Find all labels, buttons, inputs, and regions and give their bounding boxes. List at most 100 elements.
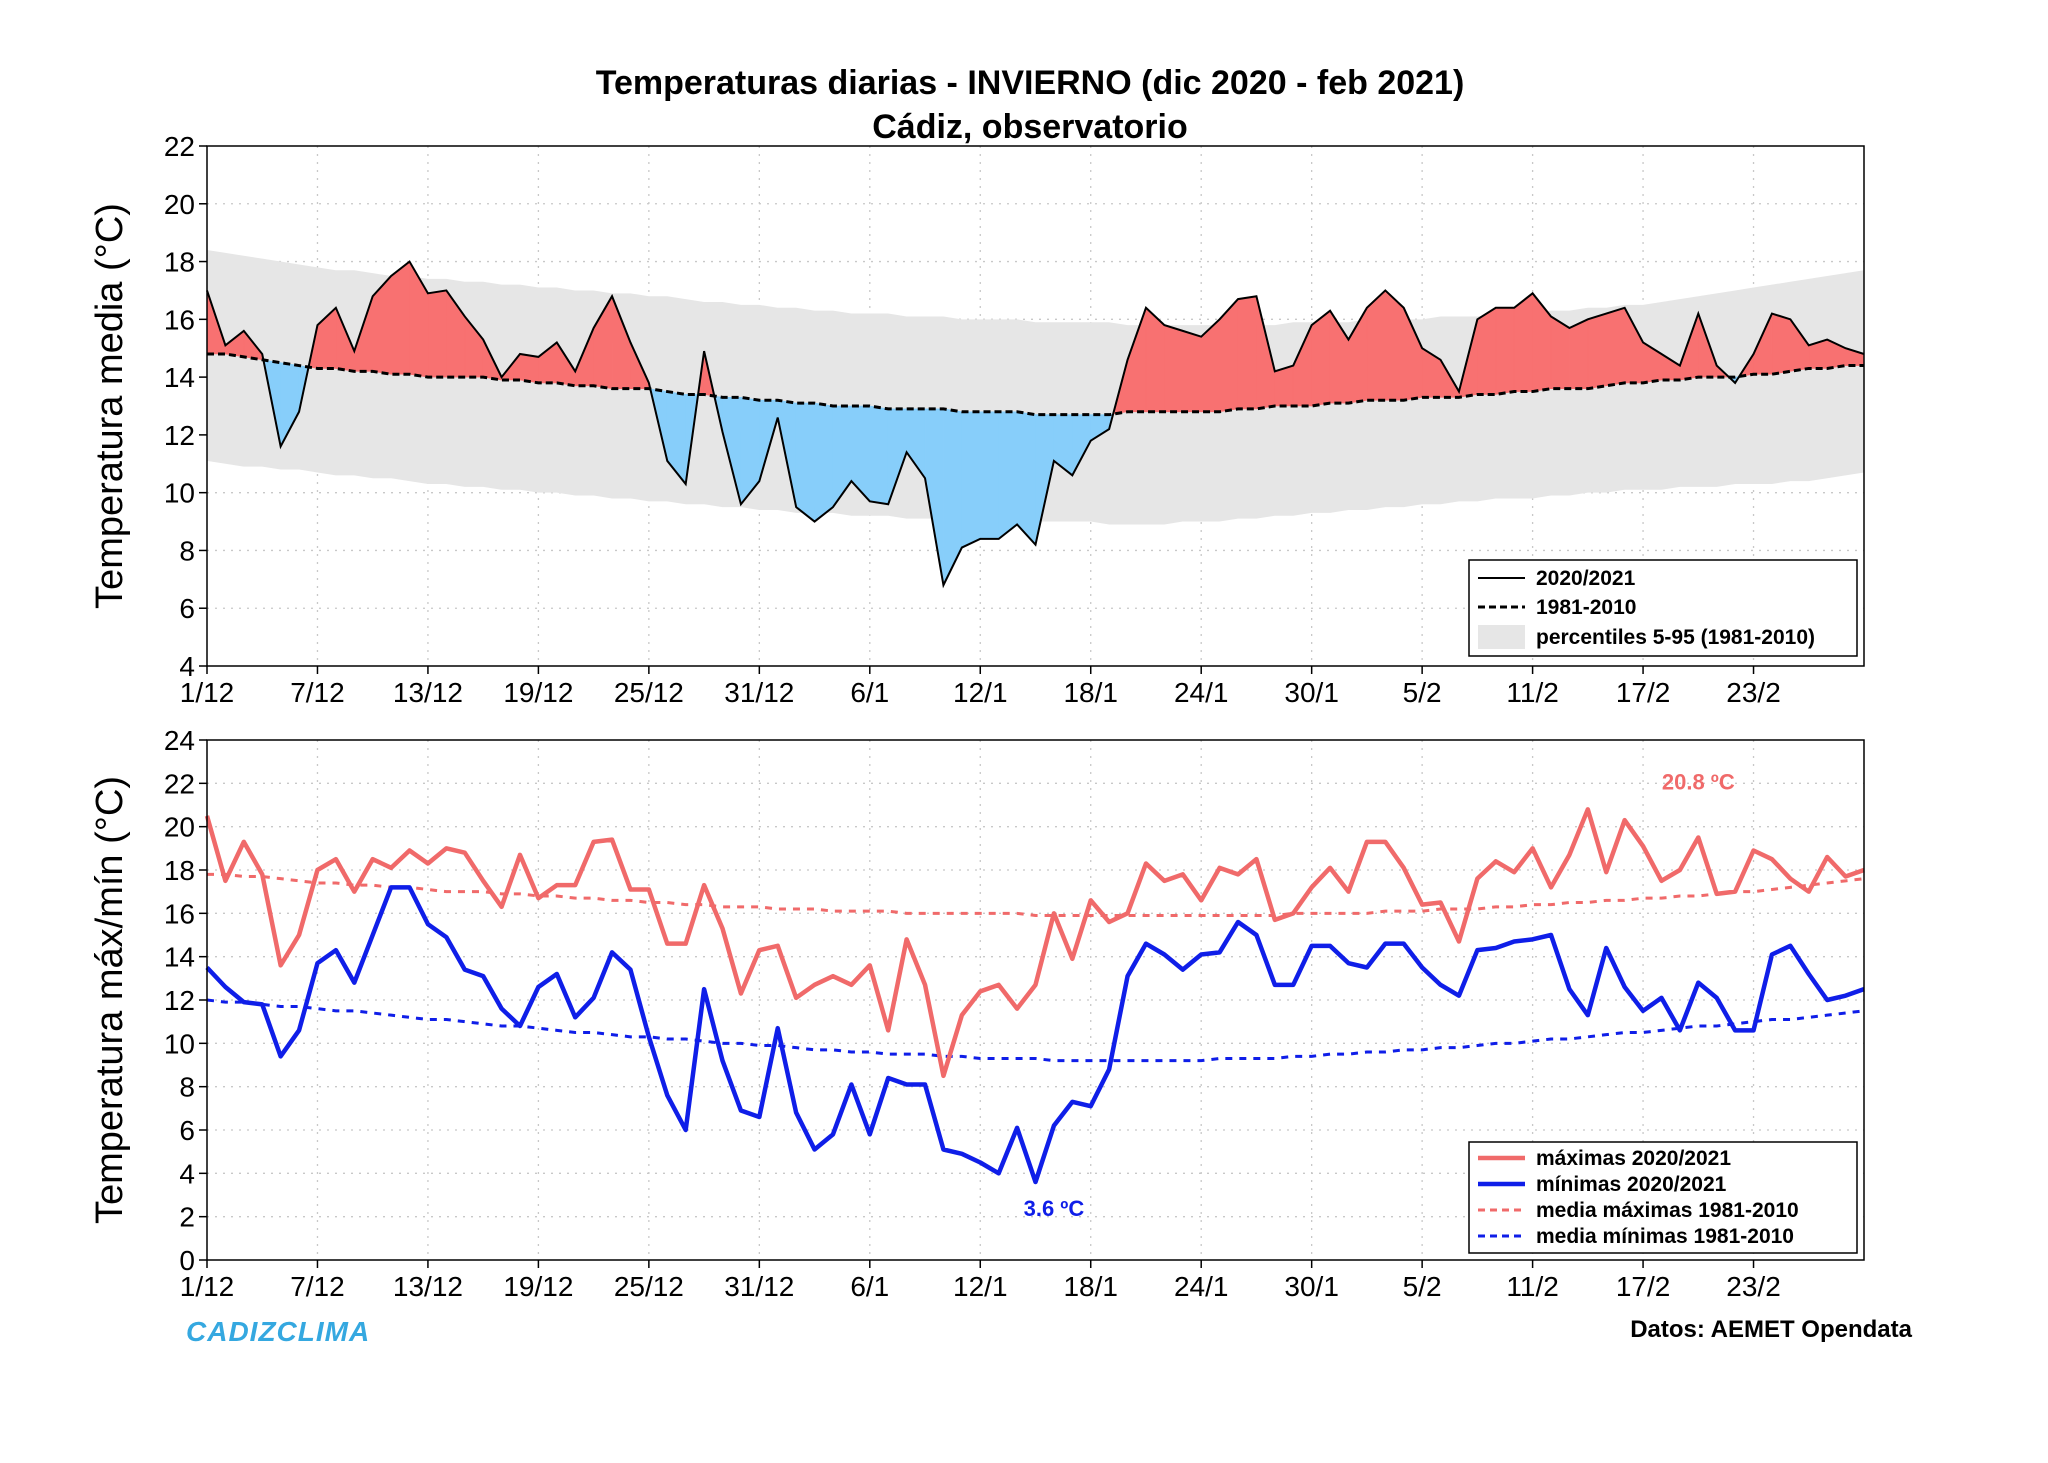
series-line-normal-min [206,998,1865,1063]
x-tick-label: 23/2 [1726,1271,1781,1302]
y-tick-label: 10 [164,478,195,509]
x-tick-label: 24/1 [1174,677,1229,708]
x-tick-label: 7/12 [290,1271,345,1302]
x-tick-label: 13/12 [393,677,463,708]
warm-anomaly-area [1237,295,1257,410]
y-tick-label: 6 [179,593,195,624]
y-tick-label: 14 [164,362,195,393]
warm-anomaly-area [1771,313,1791,375]
warm-anomaly-area [1274,365,1294,407]
y-axis-label: Temperatura media (°C) [89,203,131,609]
x-tick-label: 12/1 [953,1271,1008,1302]
x-tick-label: 25/12 [614,1271,684,1302]
x-tick-label: 11/2 [1506,1271,1558,1302]
warm-anomaly-area [1164,324,1184,413]
x-tick-label: 1/12 [180,677,235,708]
x-tick-label: 12/1 [953,677,1008,708]
x-tick-label: 19/12 [503,677,573,708]
y-tick-label: 8 [179,535,195,566]
y-tick-label: 18 [164,855,195,886]
y-axis-label: Temperatura máx/mín (°C) [89,776,131,1224]
legend-label: 2020/2021 [1536,567,1636,590]
legend-label: percentiles 5-95 (1981-2010) [1536,626,1815,649]
warm-anomaly-area [1366,289,1386,401]
warm-anomaly-area [1569,318,1589,389]
warm-anomaly-area [1605,307,1625,387]
legend-box [1468,1141,1858,1254]
anomaly-fills [206,260,1865,586]
cold-anomaly-area [998,411,1018,540]
cold-anomaly-area [814,402,834,523]
series-line-normal-max [207,872,1865,917]
legend-label: mínimas 2020/2021 [1536,1173,1727,1196]
legend: 2020/2021 1981-2010 percentiles 5-95 (1981… [1468,559,1858,657]
annotation-max-value: 20.8 ºC [1662,769,1735,794]
y-tick-label: 6 [179,1115,195,1146]
x-tick-label: 17/2 [1616,677,1671,708]
x-tick-label: 25/12 [614,677,684,708]
x-tick-label: 13/12 [393,1271,463,1302]
chart-subtitle: Cádiz, observatorio [872,108,1188,146]
warm-anomaly-area [1587,313,1607,390]
x-tick-label: 1/12 [180,1271,235,1302]
y-tick-label: 2 [179,1202,195,1233]
y-tick-label: 16 [164,304,195,335]
x-tick-label: 30/1 [1284,1271,1339,1302]
warm-anomaly-area [1311,310,1331,407]
legend-label: máximas 2020/2021 [1536,1147,1731,1170]
y-tick-label: 22 [164,131,195,162]
x-tick-label: 6/1 [850,1271,889,1302]
cold-anomaly-area [795,402,815,523]
y-tick-label: 10 [164,1028,195,1059]
panel-mean-temperature: 4 6 8 10 12 14 16 18 20 22 1/12 7/12 13/12 19/12 25/12… [89,131,1865,708]
y-tick-label: 8 [179,1072,195,1103]
y-tick-label: 4 [179,651,195,682]
y-tick-label: 12 [164,420,195,451]
y-tick-label: 20 [164,812,195,843]
y-tick-label: 4 [179,1158,195,1189]
warm-anomaly-area [1477,307,1497,395]
series-line-normal [207,352,1864,417]
x-tick-label: 30/1 [1284,677,1339,708]
legend-box [1468,559,1858,657]
series-line-max [204,807,1865,1079]
cold-anomaly-area [979,411,999,540]
y-tick-label: 22 [164,768,195,799]
cold-anomaly-area [1016,411,1036,546]
y-tick-label: 0 [179,1245,195,1276]
legend: máximas 2020/2021 mínimas 2020/2021 media … [1468,1141,1858,1254]
x-tick-label: 18/1 [1063,677,1118,708]
x-tick-label: 19/12 [503,1271,573,1302]
y-tick-label: 24 [164,725,195,756]
y-tick-label: 16 [164,898,195,929]
brand-logo: CADIZCLIMA [186,1316,370,1347]
warm-anomaly-area [1495,307,1515,395]
y-tick-label: 20 [164,189,195,220]
x-tick-label: 23/2 [1726,677,1781,708]
legend-label: media máximas 1981-2010 [1536,1199,1799,1222]
y-tick-label: 14 [164,942,195,973]
x-tick-label: 24/1 [1174,1271,1229,1302]
cold-anomaly-area [869,405,889,505]
x-tick-label: 11/2 [1506,677,1558,708]
warm-anomaly-area [1385,289,1405,401]
series-line-observed [206,260,1865,589]
warm-anomaly-area [390,260,410,375]
plot-frame [206,145,1865,667]
chart-title: Temperaturas diarias - INVIERNO (dic 202… [596,64,1465,102]
y-tick-label: 12 [164,985,195,1016]
warm-anomaly-area [519,353,539,384]
data-source: Datos: AEMET Opendata [1630,1316,1912,1343]
warm-anomaly-area [1513,292,1533,392]
series-line-min [205,885,1865,1185]
warm-anomaly-area [1532,292,1552,392]
warm-anomaly-area [1182,330,1202,413]
cold-anomaly-area [943,408,963,586]
legend-label: media mínimas 1981-2010 [1536,1225,1794,1248]
x-tick-label: 6/1 [850,677,889,708]
x-tick-label: 5/2 [1403,677,1442,708]
warm-anomaly-area [1127,307,1147,413]
x-tick-label: 5/2 [1403,1271,1442,1302]
